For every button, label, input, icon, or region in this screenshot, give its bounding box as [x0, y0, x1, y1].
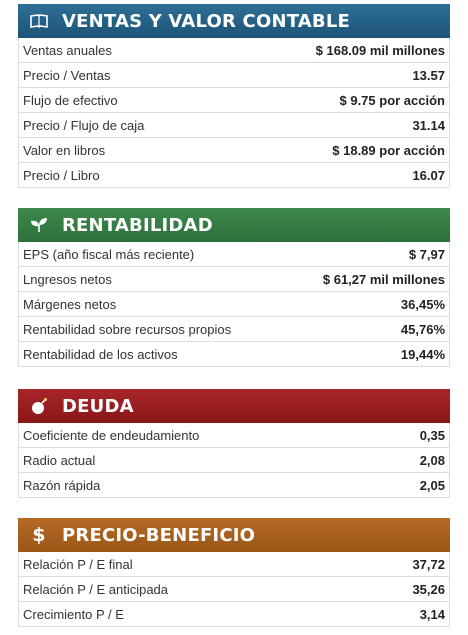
- row-label: Valor en libros: [23, 142, 106, 158]
- bomb-icon: [28, 395, 50, 417]
- row-value: 35,26: [412, 581, 445, 597]
- table-row: EPS (año fiscal más reciente) $ 7,97: [19, 242, 449, 267]
- row-value: 2,08: [419, 452, 445, 468]
- row-value: $ 7,97: [408, 246, 445, 262]
- section-title: RENTABILIDAD: [62, 214, 213, 236]
- row-value: $ 18.89 por acción: [332, 142, 445, 158]
- section-header: VENTAS Y VALOR CONTABLE: [18, 4, 450, 38]
- row-label: Relación P / E anticipada: [23, 581, 169, 597]
- row-value: 36,45%: [400, 296, 445, 312]
- table-row: Precio / Libro 16.07: [19, 163, 449, 188]
- row-label: Ventas anuales: [23, 42, 112, 58]
- table-row: Ventas anuales $ 168.09 mil millones: [19, 38, 449, 63]
- book-icon: [28, 10, 50, 32]
- table-row: Rentabilidad sobre recursos propios 45,76…: [19, 317, 449, 342]
- row-label: Precio / Ventas: [23, 67, 111, 83]
- table-row: Rentabilidad de los activos 19,44%: [19, 342, 449, 367]
- row-label: Coeficiente de endeudamiento: [23, 427, 200, 443]
- section-title: VENTAS Y VALOR CONTABLE: [62, 10, 351, 32]
- section-header: DEUDA: [18, 389, 450, 423]
- section-title: PRECIO-BENEFICIO: [62, 524, 256, 546]
- row-label: Relación P / E final: [23, 556, 133, 572]
- row-value: 16.07: [412, 167, 445, 183]
- row-value: $ 168.09 mil millones: [315, 42, 445, 58]
- row-label: Radio actual: [23, 452, 96, 468]
- table-row: Crecimiento P / E 3,14: [19, 602, 449, 627]
- row-label: Crecimiento P / E: [23, 606, 124, 622]
- row-label: Rentabilidad de los activos: [23, 346, 178, 362]
- row-label: Precio / Libro: [23, 167, 100, 183]
- row-label: Márgenes netos: [23, 296, 117, 312]
- row-label: EPS (año fiscal más reciente): [23, 246, 195, 262]
- table-row: Valor en libros $ 18.89 por acción: [19, 138, 449, 163]
- section-precio-beneficio: $ PRECIO-BENEFICIO Relación P / E final 3…: [18, 518, 450, 627]
- section-title: DEUDA: [62, 395, 134, 417]
- row-value: 31.14: [412, 117, 445, 133]
- row-value: 45,76%: [400, 321, 445, 337]
- table-row: Precio / Flujo de caja 31.14: [19, 113, 449, 138]
- row-value: 19,44%: [400, 346, 445, 362]
- row-value: $ 9.75 por acción: [339, 92, 446, 108]
- table-row: Lngresos netos $ 61,27 mil millones: [19, 267, 449, 292]
- sprout-icon: [28, 214, 50, 236]
- table-row: Precio / Ventas 13.57: [19, 63, 449, 88]
- table-row: Relación P / E anticipada 35,26: [19, 577, 449, 602]
- row-value: 37,72: [412, 556, 445, 572]
- section-header: RENTABILIDAD: [18, 208, 450, 242]
- section-header: $ PRECIO-BENEFICIO: [18, 518, 450, 552]
- row-label: Precio / Flujo de caja: [23, 117, 145, 133]
- row-value: 13.57: [412, 67, 445, 83]
- row-label: Flujo de efectivo: [23, 92, 118, 108]
- row-value: 3,14: [419, 606, 445, 622]
- row-label: Razón rápida: [23, 477, 101, 493]
- section-deuda: DEUDA Coeficiente de endeudamiento 0,35 R…: [18, 389, 450, 498]
- row-value: 2,05: [419, 477, 445, 493]
- dollar-icon: $: [32, 524, 46, 546]
- table-row: Radio actual 2,08: [19, 448, 449, 473]
- table-row: Flujo de efectivo $ 9.75 por acción: [19, 88, 449, 113]
- table-row: Coeficiente de endeudamiento 0,35: [19, 423, 449, 448]
- section-rentabilidad: RENTABILIDAD EPS (año fiscal más recient…: [18, 208, 450, 367]
- table-row: Relación P / E final 37,72: [19, 552, 449, 577]
- row-value: $ 61,27 mil millones: [322, 271, 445, 287]
- table-row: Razón rápida 2,05: [19, 473, 449, 498]
- section-ventas-valor-contable: VENTAS Y VALOR CONTABLE Ventas anuales $ …: [18, 4, 450, 188]
- row-label: Lngresos netos: [23, 271, 112, 287]
- row-label: Rentabilidad sobre recursos propios: [23, 321, 232, 337]
- row-value: 0,35: [419, 427, 445, 443]
- table-row: Márgenes netos 36,45%: [19, 292, 449, 317]
